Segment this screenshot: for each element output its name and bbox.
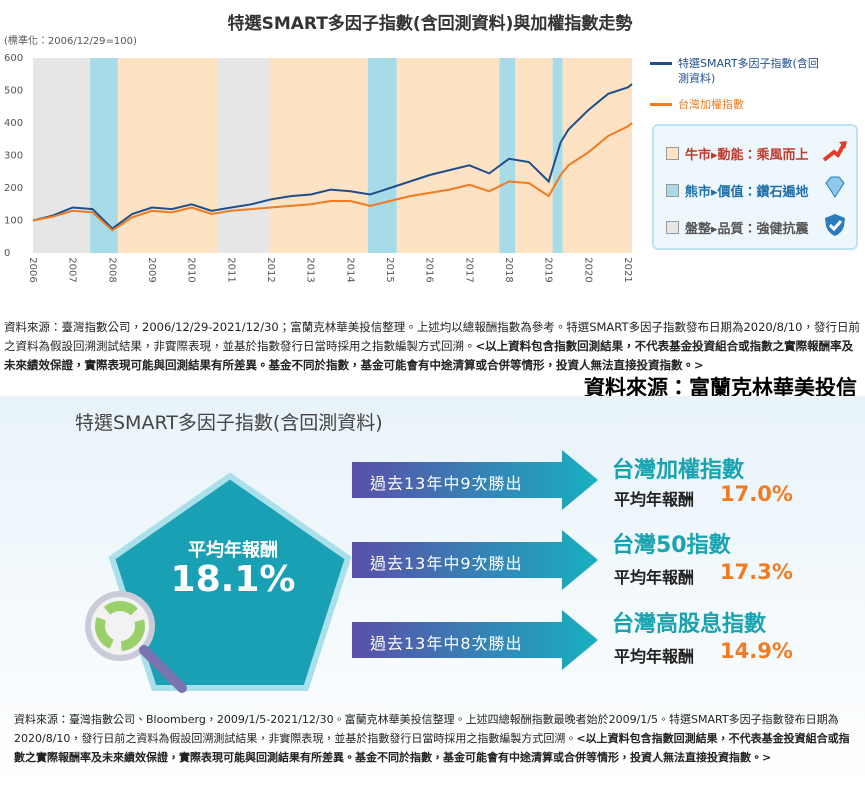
return-label: 平均年報酬 bbox=[614, 568, 695, 587]
source-note: 資料來源：臺灣指數公司、Bloomberg，2009/1/5-2021/12/3… bbox=[14, 710, 856, 767]
regime-band bbox=[499, 58, 516, 253]
regime-swatch bbox=[666, 184, 679, 197]
return-label: 平均年報酬 bbox=[614, 647, 695, 666]
arrow-text: 過去13年中9次勝出 bbox=[370, 474, 523, 493]
y-tick-label: 300 bbox=[4, 151, 23, 162]
return-value: 17.0% bbox=[720, 482, 793, 506]
source-text: 資料來源：臺灣指數公司、Bloomberg，2009/1/5-2021/12/3… bbox=[14, 713, 839, 745]
x-tick-label: 2011 bbox=[225, 257, 236, 282]
infographic: 特選SMART多因子指數(含回測資料) 平均年報酬 18.1% 過去13年中9次… bbox=[0, 396, 865, 786]
x-tick-label: 2007 bbox=[67, 257, 78, 282]
regime-band bbox=[367, 58, 397, 253]
arrow-text: 過去13年中9次勝出 bbox=[370, 554, 523, 573]
index-name: 台灣高股息指數 bbox=[612, 612, 767, 637]
return-value: 14.9% bbox=[720, 639, 793, 663]
regime-band bbox=[515, 58, 553, 253]
regime-band bbox=[117, 58, 218, 253]
regime-band bbox=[269, 58, 368, 253]
legend-swatch bbox=[650, 103, 672, 106]
regime-item: 熊市▸價值：鑽石遍地 bbox=[666, 181, 809, 200]
x-tick-label: 2015 bbox=[384, 257, 395, 282]
legend-entry: 台灣加權指數 bbox=[650, 97, 828, 112]
arrow-text: 過去13年中8次勝出 bbox=[370, 634, 523, 653]
x-tick-label: 2008 bbox=[106, 257, 117, 282]
center-value: 18.1% bbox=[170, 559, 296, 600]
x-tick-label: 2009 bbox=[146, 257, 157, 282]
diamond-icon bbox=[825, 176, 845, 198]
bull-icon bbox=[822, 141, 847, 162]
series-line bbox=[32, 83, 633, 230]
source-note: 資料來源：臺灣指數公司，2006/12/29-2021/12/30；富蘭克林華美… bbox=[4, 318, 860, 375]
disclaimer: <以上資料包含指數回測結果，不代表基金投資組合或指數之實際報酬率及未來績效保證，… bbox=[4, 339, 854, 372]
y-tick-label: 600 bbox=[4, 53, 23, 64]
y-tick-label: 400 bbox=[4, 118, 23, 129]
x-tick-label: 2006 bbox=[27, 257, 38, 282]
regime-band bbox=[562, 58, 632, 253]
regime-label: 牛市▸動能：乘風而上 bbox=[685, 148, 809, 163]
regime-label: 熊市▸價值：鑽石遍地 bbox=[685, 185, 809, 200]
regime-swatch bbox=[666, 221, 679, 234]
disclaimer: <以上資料包含指數回測結果，不代表基金投資組合或指數之實際報酬率及未來績效保證，… bbox=[14, 732, 850, 764]
x-tick-label: 2012 bbox=[265, 257, 276, 282]
center-label: 平均年報酬 bbox=[188, 540, 278, 561]
x-tick-label: 2016 bbox=[424, 257, 435, 282]
x-tick-label: 2014 bbox=[344, 257, 355, 282]
series-line bbox=[32, 122, 633, 232]
pentagon-graphic bbox=[85, 472, 352, 693]
shield-icon bbox=[825, 214, 845, 236]
y-tick-label: 0 bbox=[4, 248, 10, 259]
source-text: 資料來源：臺灣指數公司，2006/12/29-2021/12/30；富蘭克林華美… bbox=[4, 320, 860, 353]
line-chart: 特選SMART多因子指數(含回測資料)與加權指數走勢 (標準化：2006/12/… bbox=[4, 13, 633, 283]
x-tick-label: 2013 bbox=[305, 257, 316, 282]
regime-swatch bbox=[666, 147, 679, 160]
regime-item: 盤整▸品質：強健抗震 bbox=[666, 218, 809, 237]
x-tick-label: 2020 bbox=[582, 257, 593, 282]
regime-band bbox=[33, 58, 91, 253]
regime-item: 牛市▸動能：乘風而上 bbox=[666, 144, 809, 163]
y-axis-label: (標準化：2006/12/29=100) bbox=[4, 34, 137, 47]
x-tick-label: 2017 bbox=[463, 257, 474, 282]
index-name: 台灣50指數 bbox=[612, 533, 731, 558]
regime-label: 盤整▸品質：強健抗震 bbox=[685, 222, 809, 237]
legend-entry: 特選SMART多因子指數(含回測資料) bbox=[650, 56, 828, 86]
arrows bbox=[352, 450, 598, 670]
legend-label: 台灣加權指數 bbox=[678, 98, 744, 111]
regime-legend: 牛市▸動能：乘風而上 熊市▸價值：鑽石遍地 盤整▸品質：強健抗震 bbox=[652, 124, 858, 250]
legend-swatch bbox=[650, 62, 672, 65]
x-tick-label: 2021 bbox=[622, 257, 633, 282]
infographic-title: 特選SMART多因子指數(含回測資料) bbox=[75, 412, 383, 434]
x-tick-label: 2010 bbox=[186, 257, 197, 282]
return-value: 17.3% bbox=[720, 560, 793, 584]
return-label: 平均年報酬 bbox=[614, 490, 695, 509]
x-tick-label: 2018 bbox=[503, 257, 514, 282]
y-tick-label: 500 bbox=[4, 86, 23, 97]
index-name: 台灣加權指數 bbox=[612, 458, 745, 483]
y-tick-label: 200 bbox=[4, 183, 23, 194]
x-tick-label: 2019 bbox=[543, 257, 554, 282]
chart-title: 特選SMART多因子指數(含回測資料)與加權指數走勢 bbox=[228, 13, 633, 34]
regime-band bbox=[396, 58, 500, 253]
legend-label: 特選SMART多因子指數(含回測資料) bbox=[678, 57, 819, 85]
regime-band bbox=[217, 58, 270, 253]
y-tick-label: 100 bbox=[4, 216, 23, 227]
